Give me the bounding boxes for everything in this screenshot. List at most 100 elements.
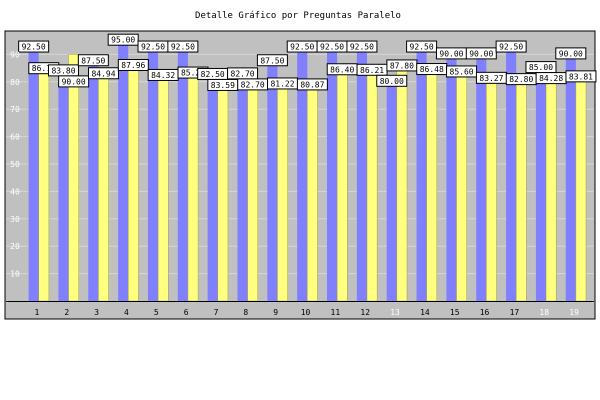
x-tick-label: 1 xyxy=(35,308,40,317)
data-label-series-2: 87.96 xyxy=(117,58,149,71)
bar-series-2 xyxy=(515,73,527,302)
data-label-series-1: 82.50 xyxy=(197,67,229,80)
data-label-box xyxy=(376,74,408,87)
data-label-text: 90.00 xyxy=(62,77,86,86)
bar-series-1 xyxy=(565,54,576,302)
data-label-text: 92.50 xyxy=(22,43,46,52)
data-label-series-1: 87.50 xyxy=(256,54,288,67)
bar-series-1 xyxy=(237,74,248,301)
y-tick-label: 10 xyxy=(10,270,20,279)
data-label-text: 86.21 xyxy=(360,66,384,75)
bar-series-2 xyxy=(187,67,199,302)
x-tick-label: 13 xyxy=(390,308,400,317)
data-label-text: 82.80 xyxy=(509,75,533,84)
x-tick-label: 2 xyxy=(64,308,69,317)
x-tick-label: 6 xyxy=(184,308,189,317)
x-tick-label: 12 xyxy=(360,308,370,317)
data-label-box xyxy=(555,47,587,60)
data-label-text: 86.48 xyxy=(420,65,444,74)
data-label-text: 92.50 xyxy=(290,43,314,52)
data-label-series-1: 87.50 xyxy=(77,54,109,67)
data-label-box xyxy=(296,78,328,91)
data-label-box xyxy=(18,40,50,53)
bar-series-2 xyxy=(277,78,288,302)
data-label-text: 82.70 xyxy=(231,69,255,78)
x-tick-label: 15 xyxy=(450,308,460,317)
data-label-series-2: 85.60 xyxy=(446,65,478,78)
data-label-series-2: 86.40 xyxy=(326,63,358,76)
data-label-text: 87.50 xyxy=(81,56,105,65)
data-label-series-2: 83.81 xyxy=(565,70,597,83)
data-label-box xyxy=(406,40,438,53)
data-label-box xyxy=(565,70,597,83)
data-label-text: 81.22 xyxy=(270,79,294,88)
data-label-text: 92.50 xyxy=(350,43,374,52)
data-label-text: 85.00 xyxy=(529,63,553,72)
data-label-text: 92.50 xyxy=(410,43,434,52)
data-label-text: 83.81 xyxy=(569,72,593,81)
data-label-series-1: 92.50 xyxy=(495,40,527,53)
bar-series-1 xyxy=(535,68,547,301)
data-label-text: 87.50 xyxy=(260,56,284,65)
data-label-box xyxy=(346,40,378,53)
bar-series-1 xyxy=(118,40,129,301)
data-label-series-1: 95.00 xyxy=(107,33,139,46)
x-tick-label: 9 xyxy=(273,308,278,317)
data-label-box xyxy=(117,58,149,71)
data-label-text: 92.50 xyxy=(141,43,165,52)
data-label-text: 92.50 xyxy=(499,43,523,52)
data-label-text: 86.40 xyxy=(330,65,354,74)
bar-series-2 xyxy=(217,71,229,302)
data-label-series-1: 85.00 xyxy=(525,61,557,74)
bar-series-2 xyxy=(336,64,348,302)
bar-series-1 xyxy=(386,81,397,301)
bar-series-2 xyxy=(157,69,169,302)
bar-series-1 xyxy=(506,47,517,301)
data-label-text: 92.50 xyxy=(171,43,195,52)
data-label-series-1: 92.50 xyxy=(137,40,169,53)
x-tick-label: 3 xyxy=(94,308,99,317)
data-label-series-1: 82.70 xyxy=(227,67,259,80)
bar-series-2 xyxy=(426,63,438,302)
bar-series-1 xyxy=(446,54,457,302)
data-label-series-1: 90.00 xyxy=(465,47,497,60)
x-tick-label: 4 xyxy=(124,308,129,317)
data-label-box xyxy=(495,40,527,53)
data-label-text: 83.59 xyxy=(211,81,235,90)
data-label-text: 83.80 xyxy=(51,66,75,75)
x-tick-label: 19 xyxy=(569,308,579,317)
x-tick-label: 14 xyxy=(420,308,430,317)
bar-series-1 xyxy=(416,47,427,301)
x-tick-label: 17 xyxy=(510,308,520,317)
data-label-text: 90.00 xyxy=(469,49,493,58)
bar-series-1 xyxy=(88,61,99,301)
data-label-box xyxy=(107,33,139,46)
data-label-text: 90.00 xyxy=(439,49,463,58)
data-label-text: 84.32 xyxy=(151,71,175,80)
data-label-series-2: 82.70 xyxy=(237,78,269,91)
bar-series-2 xyxy=(456,66,467,302)
bar-series-1 xyxy=(476,54,487,302)
bar-series-2 xyxy=(68,54,79,302)
data-label-series-2: 82.80 xyxy=(505,73,537,86)
data-label-series-2: 83.59 xyxy=(207,78,239,91)
data-label-text: 82.70 xyxy=(241,80,265,89)
bar-series-2 xyxy=(128,59,139,302)
data-label-series-1: 83.80 xyxy=(47,64,79,77)
bar-series-1 xyxy=(58,71,69,301)
y-tick-label: 50 xyxy=(10,160,20,169)
bar-series-2 xyxy=(247,74,259,302)
data-label-series-1: 92.50 xyxy=(18,40,50,53)
data-label-text: 80.00 xyxy=(380,77,404,86)
data-label-box xyxy=(446,65,478,78)
data-label-text: 80.87 xyxy=(300,80,324,89)
data-label-series-2: 87.80 xyxy=(386,59,418,72)
data-label-series-2: 83.27 xyxy=(475,71,507,84)
data-label-series-1: 92.50 xyxy=(406,40,438,53)
y-tick-label: 80 xyxy=(10,78,20,87)
data-label-text: 95.00 xyxy=(111,36,135,45)
y-tick-label: 30 xyxy=(10,215,20,224)
bar-series-1 xyxy=(28,47,39,301)
data-label-series-2: 84.94 xyxy=(87,67,119,80)
